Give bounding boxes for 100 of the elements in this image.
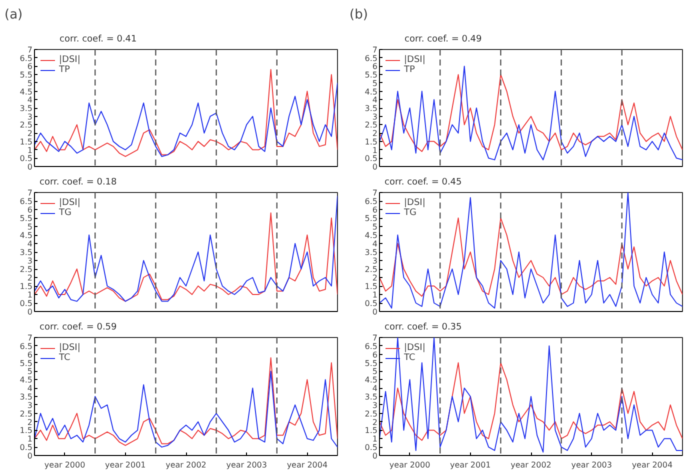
y-tick-label: 1.5 xyxy=(20,282,33,291)
y-tick-label: 4.5 xyxy=(20,376,33,385)
x-tick-label: year 2003 xyxy=(226,460,267,470)
y-tick-label: 0 xyxy=(372,308,378,316)
legend-label: |DSI| xyxy=(404,343,426,353)
y-tick-label: 7 xyxy=(372,46,378,54)
y-tick-label: 4 xyxy=(372,240,378,248)
y-tick-label: 0.5 xyxy=(20,299,33,308)
y-tick-label: 1.5 xyxy=(364,426,378,436)
legend-label: TC xyxy=(404,353,416,363)
y-tick-label: 5.5 xyxy=(364,214,378,223)
y-tick-label: 2.5 xyxy=(364,409,378,418)
y-tick-label: 0.5 xyxy=(364,154,378,164)
y-tick-label: 3 xyxy=(372,400,378,410)
y-tick-label: 2 xyxy=(372,418,378,427)
legend-label: TP xyxy=(404,65,415,75)
line-series xyxy=(34,370,338,448)
legend-label: TP xyxy=(59,65,70,75)
y-tick-label: 6 xyxy=(372,350,378,360)
y-tick-label: 3.5 xyxy=(20,104,33,113)
legend-label: TG xyxy=(59,208,72,218)
x-tick-label: year 2000 xyxy=(389,460,430,470)
y-tick-label: 4 xyxy=(372,384,378,394)
y-tick-label: 1.5 xyxy=(364,282,378,291)
y-tick-label: 2.5 xyxy=(364,120,378,130)
x-tick-label: year 2004 xyxy=(286,460,328,470)
x-tick-label: year 2003 xyxy=(571,460,612,470)
y-tick-label: 0.5 xyxy=(20,443,33,452)
y-tick-label: 5.5 xyxy=(20,214,33,223)
chart-title: corr. coef. = 0.59 xyxy=(40,322,118,332)
legend-label: |DSI| xyxy=(404,55,426,65)
y-tick-label: 3.5 xyxy=(364,104,378,113)
y-tick-label: 6.5 xyxy=(20,342,33,351)
chart-subtitle: corr. coef. = 0.41 xyxy=(60,34,137,44)
chart-title: (b) xyxy=(350,8,368,22)
line-series xyxy=(380,192,682,309)
y-tick-label: 4 xyxy=(27,96,33,105)
x-tick-label: year 2004 xyxy=(632,460,673,470)
y-tick-label: 3.5 xyxy=(364,248,378,257)
y-tick-label: 2 xyxy=(27,418,33,427)
y-tick-label: 7 xyxy=(27,46,33,54)
y-tick-label: 2 xyxy=(372,274,378,282)
y-tick-label: 0.5 xyxy=(364,443,378,452)
y-tick-label: 0 xyxy=(372,162,378,172)
y-tick-label: 4.5 xyxy=(364,376,378,385)
y-tick-label: 5 xyxy=(27,78,33,88)
chart-subtitle: corr. coef. = 0.49 xyxy=(404,34,482,44)
x-tick-label: year 2001 xyxy=(105,460,146,470)
legend-label: TC xyxy=(59,353,72,363)
x-tick-label: year 2001 xyxy=(450,460,491,470)
y-tick-label: 3 xyxy=(372,112,378,122)
y-tick-label: 3 xyxy=(27,400,33,410)
chart-title: corr. coef. = 0.18 xyxy=(40,178,118,188)
chart-title: corr. coef. = 0.45 xyxy=(384,178,462,188)
y-tick-label: 7 xyxy=(27,334,33,342)
y-tick-label: 1 xyxy=(27,290,33,300)
y-tick-label: 3.5 xyxy=(20,392,33,402)
y-tick-label: 2.5 xyxy=(20,409,33,418)
y-tick-label: 1 xyxy=(372,146,378,155)
line-series xyxy=(380,66,682,160)
y-tick-label: 4 xyxy=(372,96,378,105)
y-tick-label: 6.5 xyxy=(20,54,33,63)
y-tick-label: 2.5 xyxy=(364,265,378,274)
y-tick-label: 4.5 xyxy=(20,87,33,96)
y-tick-label: 7 xyxy=(27,188,33,198)
y-tick-label: 5 xyxy=(27,367,33,376)
y-tick-label: 5.5 xyxy=(20,358,33,368)
y-tick-label: 6.5 xyxy=(20,197,33,206)
y-tick-label: 1.5 xyxy=(364,137,378,146)
y-tick-label: 5 xyxy=(372,222,378,232)
y-tick-label: 0 xyxy=(372,452,378,460)
x-tick-label: year 2002 xyxy=(166,460,206,470)
y-tick-label: 6.5 xyxy=(364,54,378,63)
line-series xyxy=(380,362,682,441)
x-tick-label: year 2000 xyxy=(44,460,86,470)
y-tick-label: 3 xyxy=(27,112,33,122)
y-tick-label: 1.5 xyxy=(20,137,33,146)
y-tick-label: 2 xyxy=(27,129,33,138)
chart-title: corr. coef. = 0.35 xyxy=(384,322,462,332)
y-tick-label: 3 xyxy=(27,256,33,266)
y-tick-label: 0 xyxy=(27,308,33,316)
y-tick-label: 6.5 xyxy=(364,342,378,351)
y-tick-label: 1 xyxy=(372,434,378,444)
y-tick-label: 4.5 xyxy=(20,231,33,240)
y-tick-label: 6 xyxy=(372,62,378,72)
y-tick-label: 1 xyxy=(27,434,33,444)
y-tick-label: 6 xyxy=(372,206,378,214)
y-tick-label: 2 xyxy=(372,129,378,138)
chart-title: (a) xyxy=(4,8,23,22)
legend-label: |DSI| xyxy=(404,198,426,208)
legend-label: |DSI| xyxy=(59,343,80,353)
y-tick-label: 1 xyxy=(27,146,33,155)
y-tick-label: 6 xyxy=(27,62,33,72)
line-series xyxy=(380,338,682,453)
y-tick-label: 5 xyxy=(27,222,33,232)
line-series xyxy=(34,195,338,302)
y-tick-label: 2.5 xyxy=(20,120,33,130)
y-tick-label: 0 xyxy=(27,452,33,460)
y-tick-label: 0.5 xyxy=(364,299,378,308)
y-tick-label: 4.5 xyxy=(364,231,378,240)
